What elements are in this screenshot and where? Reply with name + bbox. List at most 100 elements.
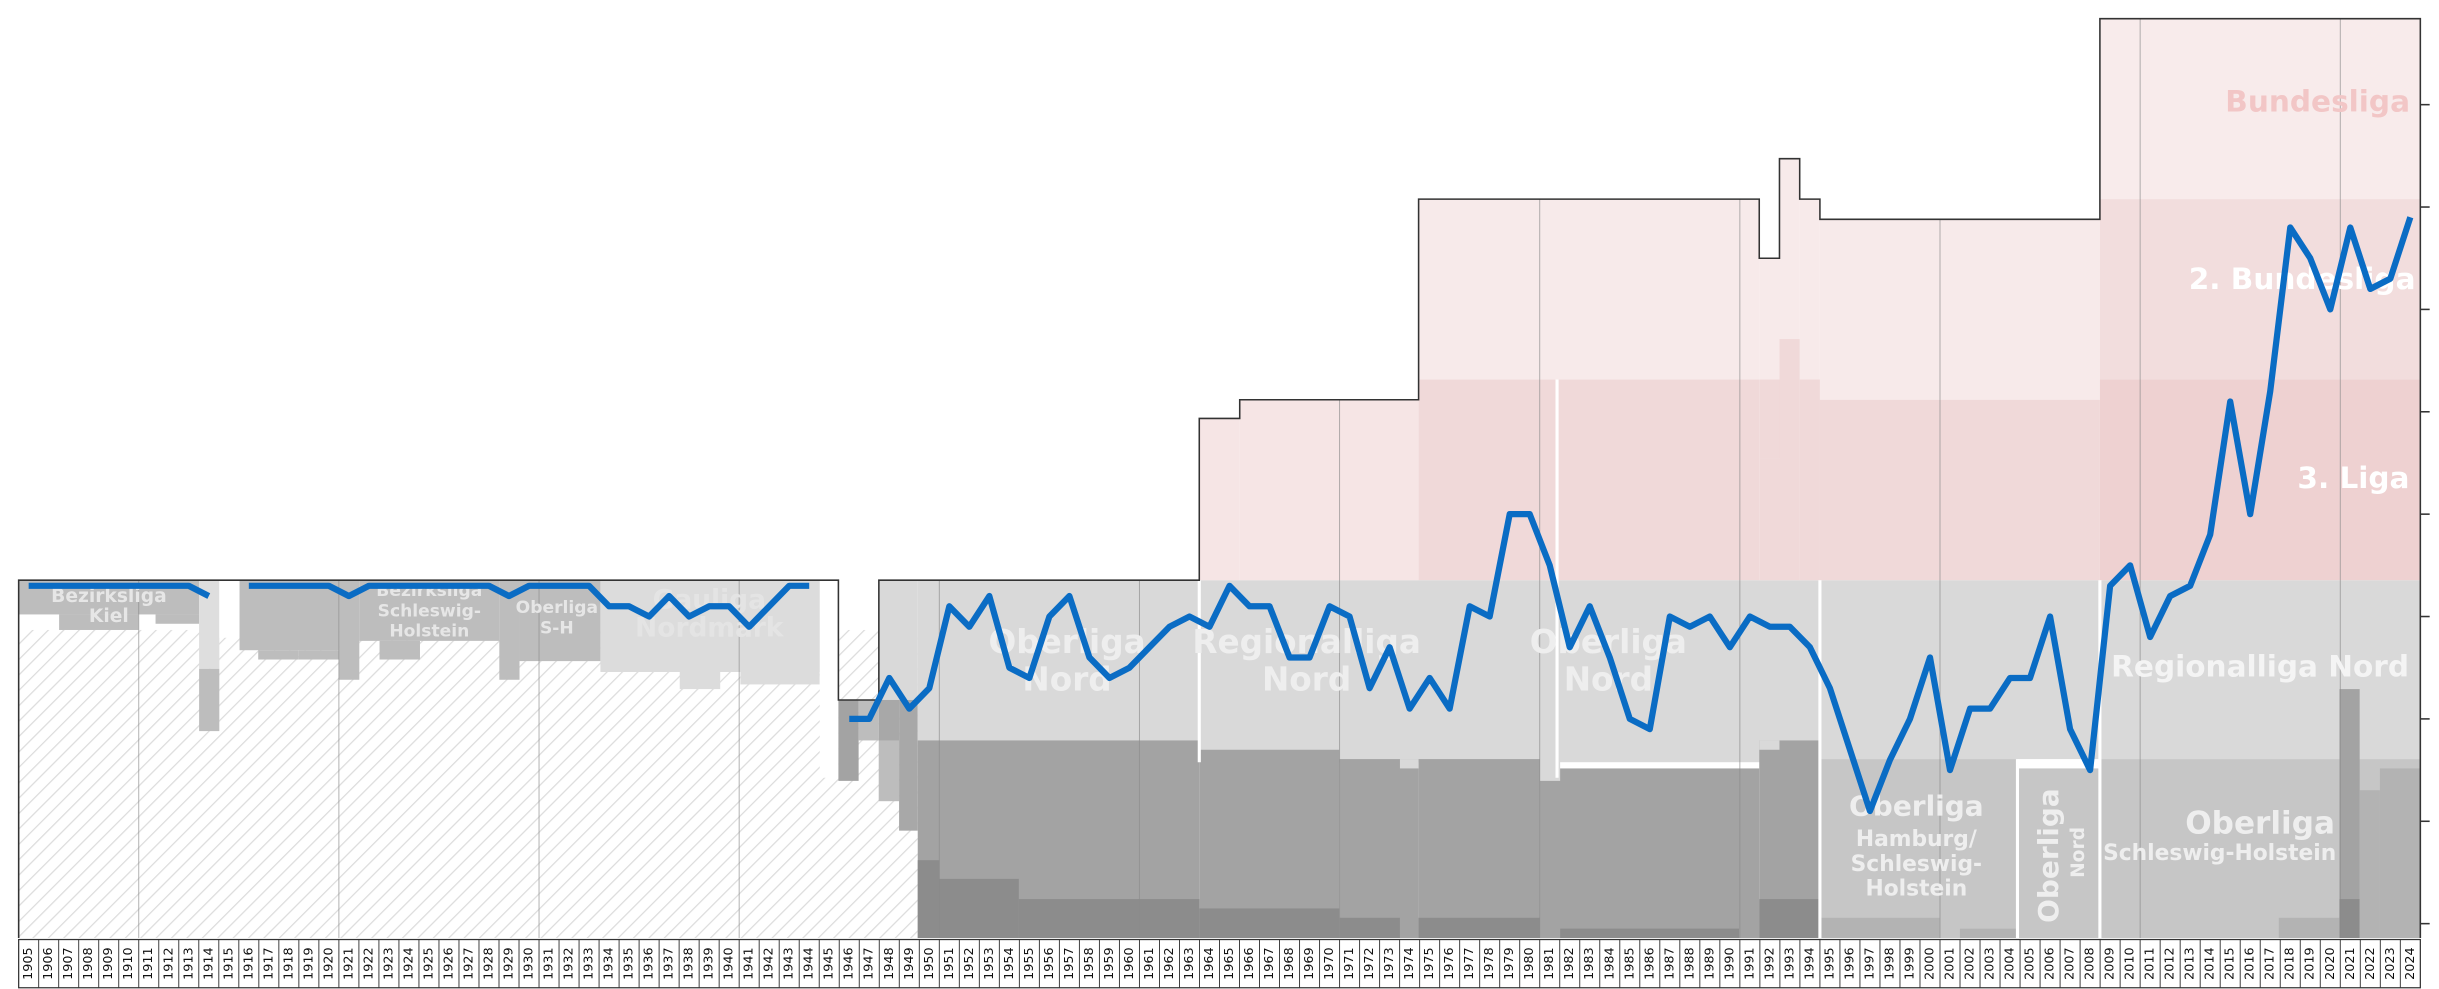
x-tick-label: 1987 bbox=[1662, 947, 1677, 979]
x-tick-label: 2019 bbox=[2303, 947, 2318, 979]
x-tick-label: 1925 bbox=[421, 947, 436, 979]
x-tick-label: 1935 bbox=[622, 947, 637, 979]
league-region bbox=[519, 580, 601, 662]
league-region bbox=[1399, 759, 1419, 769]
league-label-line: Nord bbox=[1262, 660, 1351, 698]
x-tick-label: 2004 bbox=[2003, 947, 2018, 979]
league-label-line: S-H bbox=[540, 618, 574, 638]
x-tick-label: 1966 bbox=[1242, 947, 1257, 979]
x-tick-label: 1909 bbox=[101, 947, 116, 979]
x-tick-label: 2010 bbox=[2123, 947, 2138, 979]
x-tick-label: 1949 bbox=[902, 947, 917, 979]
x-tick-label: 1992 bbox=[1762, 947, 1777, 979]
x-tick-label: 1985 bbox=[1622, 947, 1637, 979]
x-tick-label: 1958 bbox=[1082, 947, 1097, 979]
x-tick-label: 1990 bbox=[1722, 947, 1737, 979]
x-tick-label: 1968 bbox=[1282, 947, 1297, 979]
league-region bbox=[740, 671, 820, 685]
x-tick-label: 1912 bbox=[161, 947, 176, 979]
league-region bbox=[1418, 917, 1540, 938]
x-tick-label: 1989 bbox=[1702, 947, 1717, 979]
league-labels: Bezirksliga Kiel Bezirksliga Schleswig-Hols… bbox=[51, 84, 2415, 923]
x-tick-label: 2001 bbox=[1943, 947, 1958, 979]
league-label-line: Oberliga bbox=[2185, 805, 2335, 841]
league-region bbox=[1959, 928, 2018, 938]
league-regions bbox=[18, 18, 2421, 938]
x-tick-label: 1963 bbox=[1182, 947, 1197, 979]
league-region bbox=[155, 614, 200, 624]
league-label: Hamburg/Schleswig-Holstein bbox=[1851, 827, 1982, 902]
league-region bbox=[1759, 458, 1780, 581]
league-region bbox=[2099, 18, 2421, 200]
league-label-line: Oberliga bbox=[516, 598, 598, 618]
league-label-line: Nord bbox=[2068, 827, 2089, 878]
league-region bbox=[917, 860, 940, 938]
x-tick-label: 2005 bbox=[2023, 947, 2038, 979]
x-tick-label: 1951 bbox=[942, 947, 957, 979]
x-tick-label: 1973 bbox=[1382, 947, 1397, 979]
x-tick-label: 2018 bbox=[2283, 947, 2298, 979]
x-tick-label: 1970 bbox=[1322, 947, 1337, 979]
x-tick-label: 1977 bbox=[1462, 947, 1477, 979]
league-label-line: 2. Bundesliga bbox=[2189, 261, 2416, 295]
x-tick-label: 2015 bbox=[2223, 947, 2238, 979]
league-region bbox=[59, 614, 139, 630]
x-tick-label: 1986 bbox=[1642, 947, 1657, 979]
x-tick-label: 1953 bbox=[982, 947, 997, 979]
league-region bbox=[819, 580, 839, 778]
x-tick-label: 1947 bbox=[862, 947, 877, 979]
x-tick-label: 1940 bbox=[722, 947, 737, 979]
x-tick-label: 1982 bbox=[1562, 947, 1577, 979]
x-tick-label: 2022 bbox=[2363, 947, 2378, 979]
x-tick-label: 1911 bbox=[141, 947, 156, 979]
x-tick-label: 1946 bbox=[842, 947, 857, 979]
league-region bbox=[2017, 768, 2100, 938]
league-label: 2. Bundesliga bbox=[2189, 261, 2416, 295]
x-tick-label: 1996 bbox=[1842, 947, 1857, 979]
league-region bbox=[2379, 768, 2421, 938]
x-tick-label: 1943 bbox=[782, 947, 797, 979]
x-tick-label: 1981 bbox=[1542, 947, 1557, 979]
x-tick-label: 1954 bbox=[1002, 947, 1017, 979]
league-label-line: Bezirksliga bbox=[51, 585, 167, 606]
x-tick-label: 1957 bbox=[1062, 947, 1077, 979]
league-region bbox=[1819, 580, 2421, 760]
x-tick-label: 1993 bbox=[1782, 947, 1797, 979]
x-tick-label: 1965 bbox=[1222, 947, 1237, 979]
x-tick-label: 1908 bbox=[81, 947, 96, 979]
league-region bbox=[1759, 899, 1820, 938]
league-region bbox=[1560, 928, 1740, 938]
league-label: Bezirksliga Schleswig-Holstein bbox=[376, 581, 482, 641]
x-tick-label: 1975 bbox=[1422, 947, 1437, 979]
x-tick-label: 1984 bbox=[1602, 947, 1617, 979]
league-region bbox=[1199, 749, 1340, 938]
x-tick-label: 1917 bbox=[261, 947, 276, 979]
league-label: Schleswig-Holstein bbox=[2103, 841, 2336, 866]
league-region bbox=[1759, 379, 1780, 459]
league-label-line: Kiel bbox=[89, 605, 129, 626]
x-tick-label: 1939 bbox=[702, 947, 717, 979]
x-tick-label: 1956 bbox=[1042, 947, 1057, 979]
league-region bbox=[339, 580, 360, 680]
league-label: Gauliga Nordmark bbox=[635, 584, 785, 643]
x-tick-label: 1972 bbox=[1362, 947, 1377, 979]
league-region bbox=[1819, 399, 2100, 581]
league-label-line: Regionalliga Nord bbox=[2111, 649, 2409, 683]
league-label: 3. Liga bbox=[2297, 461, 2409, 495]
x-tick-label: 1969 bbox=[1302, 947, 1317, 979]
x-tick-label: 1913 bbox=[181, 947, 196, 979]
x-tick-label: 1964 bbox=[1202, 947, 1217, 979]
x-tick-label: 1952 bbox=[962, 947, 977, 979]
league-region bbox=[199, 580, 220, 669]
league-label: Oberliga Nord bbox=[988, 623, 1145, 698]
league-region bbox=[1539, 768, 1760, 938]
x-tick-label: 1926 bbox=[441, 947, 456, 979]
league-region bbox=[1339, 917, 1400, 938]
league-region bbox=[2339, 689, 2360, 938]
league-label-line: Bundesliga bbox=[2225, 84, 2410, 118]
league-region bbox=[1199, 908, 1340, 938]
x-tick-label: 2023 bbox=[2383, 947, 2398, 979]
league-region bbox=[499, 580, 520, 680]
x-tick-label: 2009 bbox=[2103, 947, 2118, 979]
